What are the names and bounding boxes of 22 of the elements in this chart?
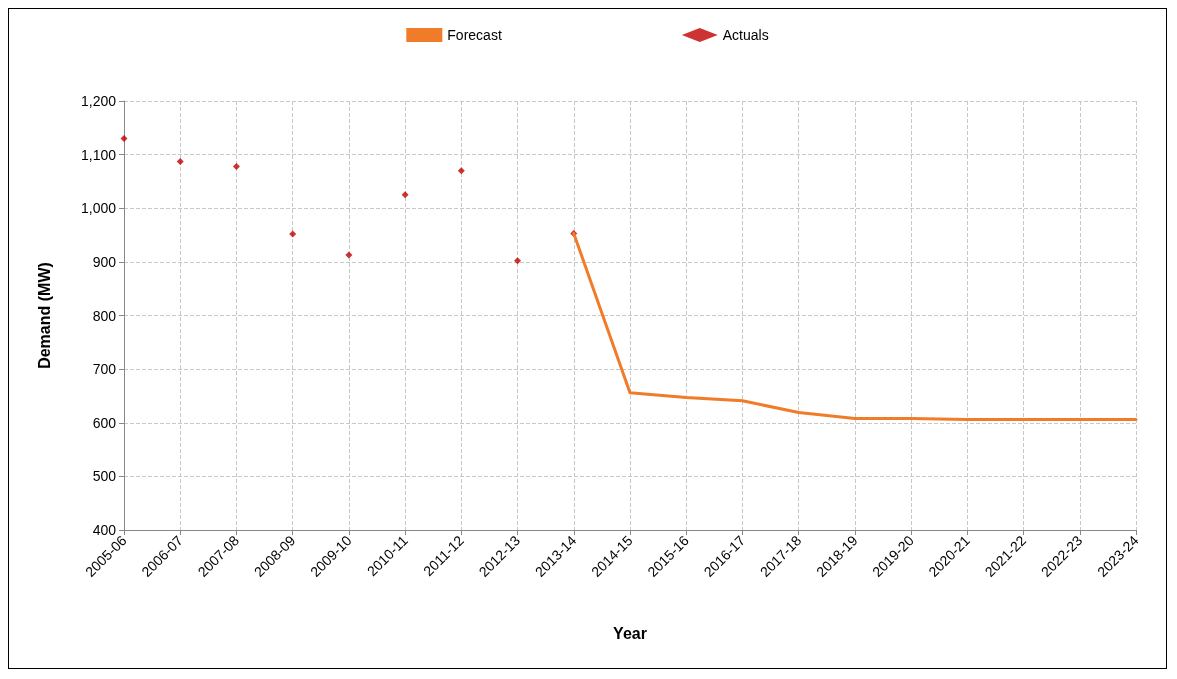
line-series	[572, 231, 1138, 422]
y-tick-label: 1,100	[80, 146, 117, 163]
point	[289, 230, 297, 238]
legend-label: Actuals	[722, 27, 769, 43]
point	[401, 191, 409, 199]
y-axis-title: Demand (MW)	[35, 262, 53, 369]
y-tick-label: 900	[92, 253, 117, 270]
legend-label: Forecast	[447, 27, 502, 43]
y-tick-label: 800	[92, 307, 117, 324]
y-tick-label: 500	[92, 468, 117, 485]
point	[232, 162, 240, 170]
y-tick-label: 400	[92, 522, 117, 538]
point	[457, 167, 465, 175]
y-tick-label: 1,200	[80, 93, 117, 109]
y-tick-label: 700	[92, 361, 117, 378]
point	[514, 257, 522, 265]
point	[176, 158, 184, 166]
y-tick-label: 600	[92, 414, 117, 431]
x-axis-title: Year	[613, 624, 647, 642]
point	[120, 135, 128, 143]
y-tick-label: 1,000	[80, 200, 117, 217]
point	[345, 251, 353, 259]
